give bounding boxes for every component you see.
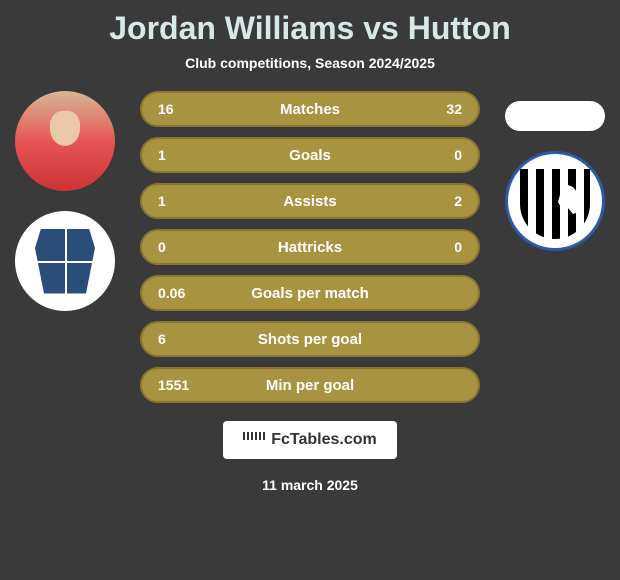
stat-label: Goals: [289, 147, 331, 164]
player2-photo-placeholder: [505, 101, 605, 131]
stat-row-hattricks: 0 Hattricks 0: [140, 229, 480, 265]
stat-left-value: 16: [158, 101, 208, 117]
player2-club-badge: [505, 151, 605, 251]
stat-right-value: 0: [412, 239, 462, 255]
stat-label: Assists: [283, 193, 336, 210]
stat-right-value: 0: [412, 147, 462, 163]
stat-label: Hattricks: [278, 239, 342, 256]
player2-column: [500, 91, 610, 251]
stat-row-spg: 6 Shots per goal: [140, 321, 480, 357]
site-logo-box: FcTables.com: [223, 421, 397, 459]
comparison-title: Jordan Williams vs Hutton: [109, 10, 511, 47]
stat-label: Shots per goal: [258, 331, 362, 348]
stat-row-assists: 1 Assists 2: [140, 183, 480, 219]
stat-right-value: 2: [412, 193, 462, 209]
stat-row-goals: 1 Goals 0: [140, 137, 480, 173]
main-content: 16 Matches 32 1 Goals 0 1 Assists 2 0 Ha…: [0, 91, 620, 403]
comparison-subtitle: Club competitions, Season 2024/2025: [185, 55, 435, 71]
stat-left-value: 0: [158, 239, 208, 255]
shield-icon: [35, 229, 95, 294]
stat-row-mpg: 1551 Min per goal: [140, 367, 480, 403]
bars-icon: [243, 432, 265, 448]
stat-label: Min per goal: [266, 377, 354, 394]
stat-label: Goals per match: [251, 285, 369, 302]
player1-club-badge: [15, 211, 115, 311]
stat-left-value: 1551: [158, 377, 208, 393]
stat-left-value: 6: [158, 331, 208, 347]
stats-column: 16 Matches 32 1 Goals 0 1 Assists 2 0 Ha…: [140, 91, 480, 403]
stat-right-value: 32: [412, 101, 462, 117]
stat-row-gpm: 0.06 Goals per match: [140, 275, 480, 311]
stat-row-matches: 16 Matches 32: [140, 91, 480, 127]
stat-left-value: 1: [158, 147, 208, 163]
player1-photo: [15, 91, 115, 191]
player1-column: [10, 91, 120, 311]
comparison-date: 11 march 2025: [262, 477, 358, 493]
stat-left-value: 0.06: [158, 285, 208, 301]
stat-label: Matches: [280, 101, 340, 118]
stat-left-value: 1: [158, 193, 208, 209]
site-logo-text: FcTables.com: [271, 431, 377, 449]
